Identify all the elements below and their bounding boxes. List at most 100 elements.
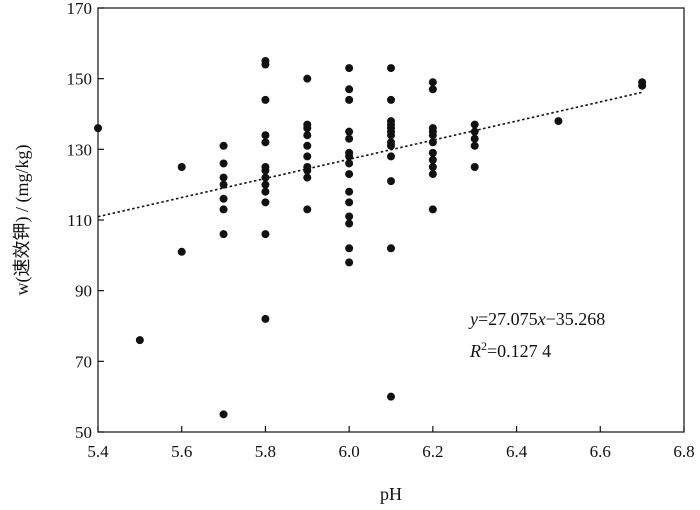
data-point: [428, 138, 437, 147]
data-point: [219, 173, 228, 182]
y-axis-label: w(速效钾) / (mg/kg): [12, 145, 33, 296]
data-point: [261, 180, 270, 189]
data-point: [219, 205, 228, 214]
data-point: [261, 138, 270, 147]
data-point: [470, 127, 479, 136]
data-point: [261, 131, 270, 140]
data-point: [345, 127, 354, 136]
data-point: [303, 131, 312, 140]
data-point: [345, 64, 354, 73]
data-point: [428, 78, 437, 87]
data-point: [470, 134, 479, 143]
data-point: [345, 95, 354, 104]
data-point: [428, 148, 437, 157]
x-tick-label: 6.2: [422, 442, 443, 461]
data-point: [303, 152, 312, 161]
data-point: [554, 117, 563, 126]
data-point: [387, 177, 395, 186]
x-tick-label: 5.4: [87, 442, 109, 461]
y-tick-label: 50: [75, 423, 92, 442]
y-tick-label: 90: [75, 282, 92, 301]
data-point: [261, 314, 270, 323]
trendline: [97, 91, 643, 218]
data-point: [345, 212, 354, 221]
data-point: [177, 247, 186, 256]
x-tick-label: 6.4: [506, 442, 528, 461]
data-point: [387, 138, 395, 147]
x-axis-ticks: 5.4 5.6 5.8 6.0 6.2 6.4 6.6 6.8: [87, 426, 695, 461]
equation-slope: =27.075: [478, 309, 538, 329]
trendline-group: [97, 91, 643, 218]
data-point: [470, 141, 479, 150]
x-tick-label: 5.6: [171, 442, 192, 461]
data-point: [303, 205, 312, 214]
data-point: [303, 141, 312, 150]
data-point: [345, 85, 354, 94]
data-point: [303, 173, 312, 182]
r-squared-value: =0.127 4: [487, 341, 551, 361]
data-point: [303, 120, 312, 129]
data-point: [387, 95, 395, 104]
x-tick-label: 6.8: [673, 442, 694, 461]
x-tick-label: 6.0: [339, 442, 360, 461]
equation-y-var: y: [468, 309, 478, 329]
y-tick-label: 110: [67, 211, 92, 230]
data-point: [470, 120, 479, 129]
data-point: [219, 180, 228, 189]
data-point: [219, 230, 228, 239]
data-point: [428, 163, 437, 171]
y-tick-label: 70: [75, 352, 92, 371]
x-axis-label: pH: [380, 484, 402, 504]
data-point: [135, 336, 144, 345]
data-point: [177, 163, 186, 171]
r-squared: R2=0.127 4: [469, 339, 551, 361]
data-point: [219, 141, 228, 150]
data-point: [428, 85, 437, 94]
data-point: [428, 205, 437, 214]
y-axis-ticks: 50 70 90 110 130 150 170: [67, 0, 104, 442]
data-point: [261, 163, 270, 171]
y-tick-label: 130: [67, 140, 93, 159]
x-tick-label: 5.8: [255, 442, 276, 461]
equation-intercept: −35.268: [546, 309, 606, 329]
y-tick-label: 150: [67, 70, 93, 89]
data-point: [428, 170, 437, 179]
data-point: [387, 392, 395, 401]
y-tick-label: 170: [67, 0, 93, 18]
equation-x-var: x: [537, 309, 546, 329]
data-point: [303, 163, 312, 171]
data-point: [261, 187, 270, 196]
data-point: [219, 410, 228, 419]
data-point: [261, 230, 270, 239]
data-point: [261, 198, 270, 207]
data-point: [261, 95, 270, 104]
data-point: [94, 124, 102, 133]
data-point: [345, 187, 354, 196]
data-point: [219, 159, 228, 168]
data-points: [94, 57, 647, 419]
data-point: [387, 64, 395, 73]
r-squared-symbol: R: [469, 341, 481, 361]
data-point: [303, 74, 312, 83]
data-point: [428, 124, 437, 133]
data-point: [261, 57, 270, 65]
data-point: [345, 148, 354, 157]
data-point: [387, 152, 395, 161]
data-point: [345, 219, 354, 228]
data-point: [428, 155, 437, 164]
data-point: [345, 159, 354, 168]
data-point: [219, 194, 228, 203]
data-point: [387, 117, 395, 126]
data-point: [638, 78, 647, 87]
data-point: [345, 198, 354, 207]
r-squared-superscript: 2: [481, 339, 487, 353]
regression-equation: y=27.075x−35.268: [468, 309, 605, 329]
data-point: [345, 244, 354, 253]
data-point: [345, 170, 354, 179]
data-point: [387, 244, 395, 253]
data-point: [345, 258, 354, 267]
data-point: [470, 163, 479, 171]
data-point: [345, 134, 354, 143]
data-point: [261, 173, 270, 182]
